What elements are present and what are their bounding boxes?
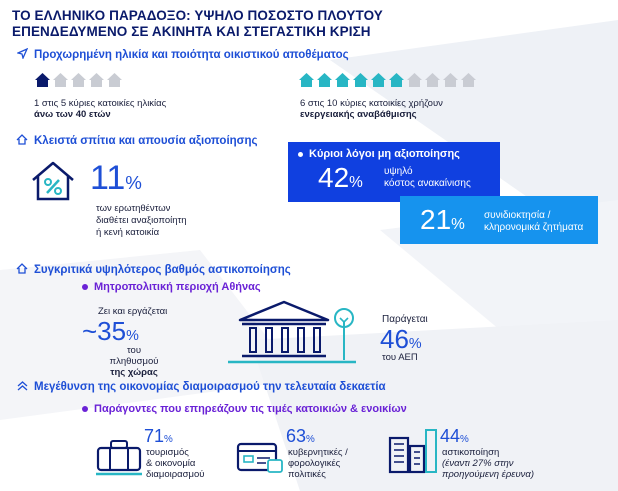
house-filled-icon [353,73,368,87]
athens-right-top: Παράγεται [382,314,428,325]
factors-subheading: Παράγοντες που επηρεάζουν τις τιμές κατο… [82,403,407,415]
main-reasons-title: Κύριοι λόγοι μη αξιοποίησης [298,148,460,160]
house-empty-icon [71,73,86,87]
reason2-label: συνιδιοκτησία / κληρονομικά ζητήματα [484,210,584,233]
house-filled-icon [335,73,350,87]
section-closed-homes-heading: Κλειστά σπίτια και απουσία αξιοποίησης [16,134,258,148]
unused-homes-value: 11% [90,159,142,197]
athens-gdp-value: 46% [380,324,422,354]
factor-urbanization-label: αστικοποίηση (έναντι 27% στην προηγούμεν… [442,447,535,480]
paper-plane-icon [15,47,28,62]
athens-gdp-label: του ΑΕΠ [382,352,418,363]
house-empty-icon [89,73,104,87]
house-filled-icon [317,73,332,87]
age-houses-row [34,72,123,88]
section-closed-homes-heading-text: Κλειστά σπίτια και απουσία αξιοποίησης [34,135,258,147]
title-line-2: ΕΠΕΝΔΕΔΥΜΕΝΟ ΣΕ ΑΚΙΝΗΤΑ ΚΑΙ ΣΤΕΓΑΣΤΙΚΗ Κ… [12,24,371,39]
factor-urbanization-value: 44% [440,426,469,446]
house-empty-icon [53,73,68,87]
payment-icon [236,438,284,481]
temple-icon [228,298,358,371]
percent-house-icon [30,160,76,207]
reason1-label: υψηλό κόστος ανακαίνισης [384,166,471,189]
section-sharing-economy-heading: Μεγέθυνση της οικονομίας διαμοιρασμού τη… [16,380,386,394]
section-age-heading-text: Προχωρημένη ηλικία και ποιότητα οικιστικ… [34,49,349,61]
bullet-icon [82,284,88,290]
house-empty-icon [407,73,422,87]
energy-houses-row [298,72,477,88]
bullet-icon [298,151,303,157]
reason1-value: 42% [318,162,363,193]
house-filled-icon [371,73,386,87]
buildings-icon [388,428,438,481]
title-line-1: ΤΟ ΕΛΛΗΝΙΚΟ ΠΑΡΑΔΟΞΟ: ΥΨΗΛΟ ΠΟΣΟΣΤΟ ΠΛΟΥ… [12,8,383,23]
factor-tourism-value: 71% [144,426,173,446]
section-urbanization-heading: Συγκριτικά υψηλότερος βαθμός αστικοποίησ… [16,263,291,277]
house-empty-icon [107,73,122,87]
athens-subheading: Μητροπολιτική περιοχή Αθήνας [82,281,261,293]
house-outline-icon [16,134,28,148]
house-filled-icon [299,73,314,87]
house-empty-icon [443,73,458,87]
main-reasons-box: Κύριοι λόγοι μη αξιοποίησης 42% υψηλό κό… [288,142,500,202]
bullet-icon [82,406,88,412]
house-outline-icon [16,263,28,277]
house-empty-icon [461,73,476,87]
page-title: ΤΟ ΕΛΛΗΝΙΚΟ ΠΑΡΑΔΟΞΟ: ΥΨΗΛΟ ΠΟΣΟΣΤΟ ΠΛΟΥ… [12,8,612,40]
section-sharing-economy-heading-text: Μεγέθυνση της οικονομίας διαμοιρασμού τη… [34,381,386,393]
section-urbanization-heading-text: Συγκριτικά υψηλότερος βαθμός αστικοποίησ… [34,264,291,276]
athens-population-label: του πληθυσμού της χώρας [109,345,159,378]
energy-caption: 6 στις 10 κύριες κατοικίες χρήζουν ενεργ… [300,98,443,120]
athens-population-value: ~35% [82,316,139,346]
reason2-value: 21% [420,204,465,235]
house-empty-icon [425,73,440,87]
section-age-heading: Προχωρημένη ηλικία και ποιότητα οικιστικ… [15,47,349,62]
age-caption: 1 στις 5 κύριες κατοικίες ηλικίας άνω τω… [34,98,166,120]
energy-caption-line1: 6 στις 10 κύριες κατοικίες χρήζουν [300,98,443,109]
factor-policy-label: κυβερνητικές / φορολογικές πολιτικές [288,447,348,480]
athens-left-top: Ζει και εργάζεται [98,306,168,317]
age-caption-line1: 1 στις 5 κύριες κατοικίες ηλικίας [34,98,167,109]
house-filled-icon [35,73,50,87]
reason2-box: 21% συνιδιοκτησία / κληρονομικά ζητήματα [400,196,598,244]
unused-homes-desc: των ερωτηθέντων διαθέτει αναξιοποίητη ή … [96,203,187,238]
house-filled-icon [389,73,404,87]
age-caption-line2: άνω των 40 ετών [34,109,111,120]
factor-policy-value: 63% [286,426,315,446]
suitcase-icon [96,438,142,481]
double-chevron-up-icon [16,380,28,394]
energy-caption-line2: ενεργειακής αναβάθμισης [300,109,417,120]
factor-tourism-label: τουρισμός & οικονομία διαμοιρασμού [146,447,205,480]
